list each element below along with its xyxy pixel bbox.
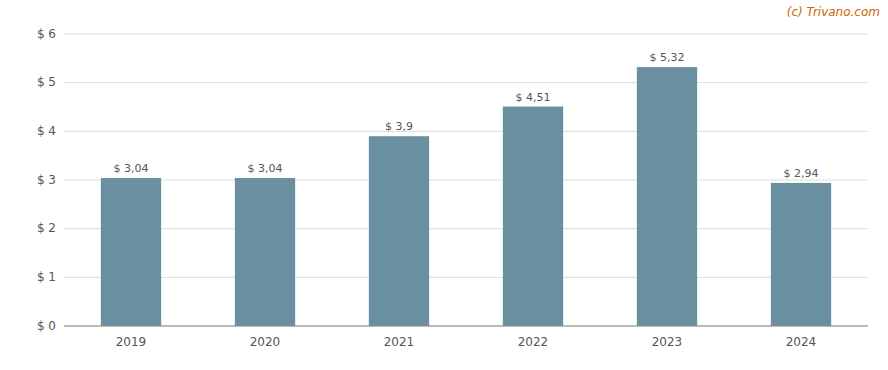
bar: [369, 136, 429, 326]
y-tick-label: $ 6: [37, 27, 56, 41]
data-labels: $ 3,04 $ 3,04 $ 3,9 $ 4,51 $ 5,32 $ 2,94: [114, 51, 819, 180]
data-label: $ 5,32: [650, 51, 685, 64]
chart: $ 0$ 1$ 2$ 3$ 4$ 5$ 6$ 3,04$ 3,04$ 3,9$ …: [0, 0, 888, 370]
grid-line: [64, 34, 868, 35]
x-tick-label: 2022: [518, 335, 549, 349]
x-axis-line: [64, 326, 868, 327]
x-tick-label: 2024: [786, 335, 817, 349]
y-tick-label: $ 4: [37, 124, 56, 138]
watermark: (c) Trivano.com: [787, 5, 880, 19]
grid: [64, 34, 868, 326]
y-tick-label: $ 0: [37, 319, 56, 333]
y-tick-label: $ 5: [37, 75, 56, 89]
bar: [771, 183, 831, 326]
data-label: $ 3,04: [114, 162, 149, 175]
data-label: $ 3,9: [385, 120, 413, 133]
bar: [101, 178, 161, 326]
data-label: $ 3,04: [248, 162, 283, 175]
y-tick-label: $ 1: [37, 270, 56, 284]
grid-line: [64, 277, 868, 278]
data-label: $ 4,51: [516, 91, 551, 104]
x-tick-label: 2023: [652, 335, 683, 349]
x-tick-label: 2020: [250, 335, 281, 349]
data-label: $ 2,94: [784, 167, 819, 180]
bar: [503, 107, 563, 326]
grid-line: [64, 228, 868, 229]
grid-line: [64, 131, 868, 132]
x-tick-label: 2021: [384, 335, 415, 349]
y-axis: $ 0 $ 1 $ 2 $ 3 $ 4 $ 5 $ 6: [37, 27, 56, 333]
chart-container: $ 0$ 1$ 2$ 3$ 4$ 5$ 6$ 3,04$ 3,04$ 3,9$ …: [0, 0, 888, 370]
y-tick-label: $ 2: [37, 221, 56, 235]
y-tick-label: $ 3: [37, 173, 56, 187]
grid-line: [64, 180, 868, 181]
bars: [101, 67, 831, 326]
grid-line: [64, 326, 868, 327]
bar: [235, 178, 295, 326]
grid-line: [64, 82, 868, 83]
x-tick-label: 2019: [116, 335, 147, 349]
x-axis: 2019 2020 2021 2022 2023 2024: [116, 335, 817, 349]
bar: [637, 67, 697, 326]
